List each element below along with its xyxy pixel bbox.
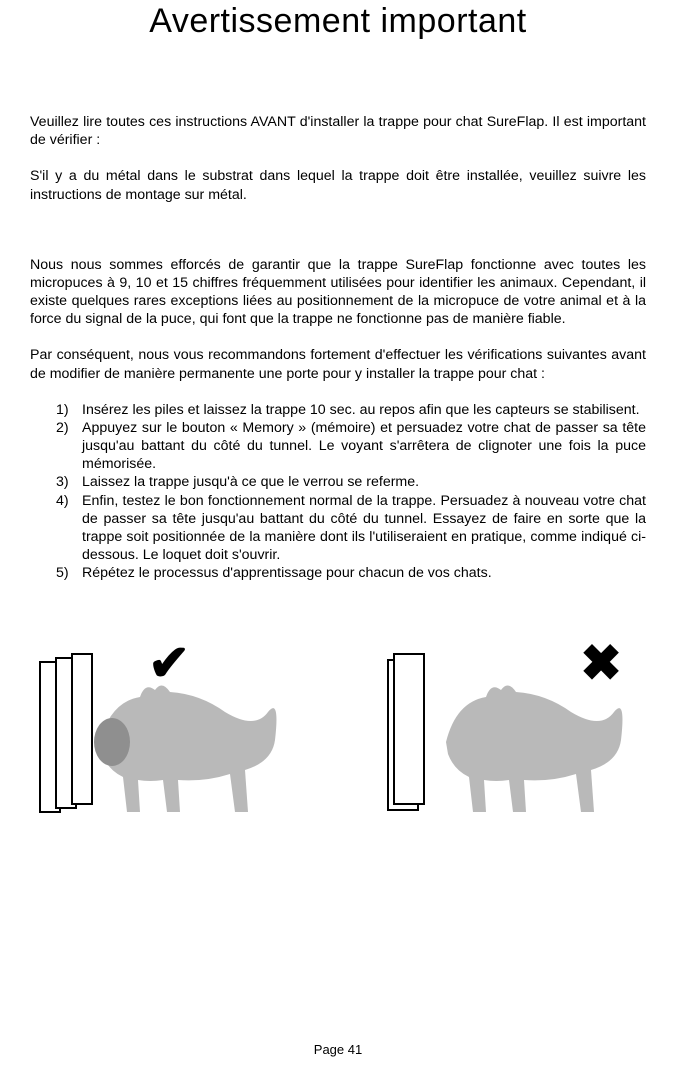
figure-incorrect: ✖	[386, 642, 646, 822]
list-number: 1)	[56, 401, 82, 419]
list-number: 2)	[56, 419, 82, 474]
footer-text: Page 41	[314, 1042, 362, 1057]
page-title: Avertissement important	[30, 2, 646, 41]
figure-row: ✔ ✖	[30, 642, 646, 822]
list-text: Insérez les piles et laissez la trappe 1…	[82, 401, 646, 419]
spacer	[30, 222, 646, 256]
instruction-list: 1) Insérez les piles et laissez la trapp…	[56, 401, 646, 583]
list-number: 5)	[56, 564, 82, 582]
cross-icon: ✖	[580, 634, 622, 692]
list-item: 4) Enfin, testez le bon fonctionnement n…	[56, 492, 646, 565]
document-page: Avertissement important Veuillez lire to…	[0, 2, 676, 1069]
list-item: 1) Insérez les piles et laissez la trapp…	[56, 401, 646, 419]
list-item: 2) Appuyez sur le bouton « Memory » (mém…	[56, 419, 646, 474]
paragraph-metal: S'il y a du métal dans le substrat dans …	[30, 167, 646, 203]
paragraph-microchip: Nous nous sommes efforcés de garantir qu…	[30, 256, 646, 329]
paragraph-recommend: Par conséquent, nous vous recommandons f…	[30, 346, 646, 382]
paragraph-intro: Veuillez lire toutes ces instructions AV…	[30, 113, 646, 149]
list-text: Appuyez sur le bouton « Memory » (mémoir…	[82, 419, 646, 474]
figure-correct: ✔	[30, 642, 290, 822]
list-number: 3)	[56, 473, 82, 491]
list-item: 3) Laissez la trappe jusqu'à ce que le v…	[56, 473, 646, 491]
check-icon: ✔	[148, 634, 190, 692]
list-number: 4)	[56, 492, 82, 565]
list-item: 5) Répétez le processus d'apprentissage …	[56, 564, 646, 582]
list-text: Laissez la trappe jusqu'à ce que le verr…	[82, 473, 646, 491]
list-text: Répétez le processus d'apprentissage pou…	[82, 564, 646, 582]
list-text: Enfin, testez le bon fonctionnement norm…	[82, 492, 646, 565]
page-footer: Page 41	[0, 1042, 676, 1057]
